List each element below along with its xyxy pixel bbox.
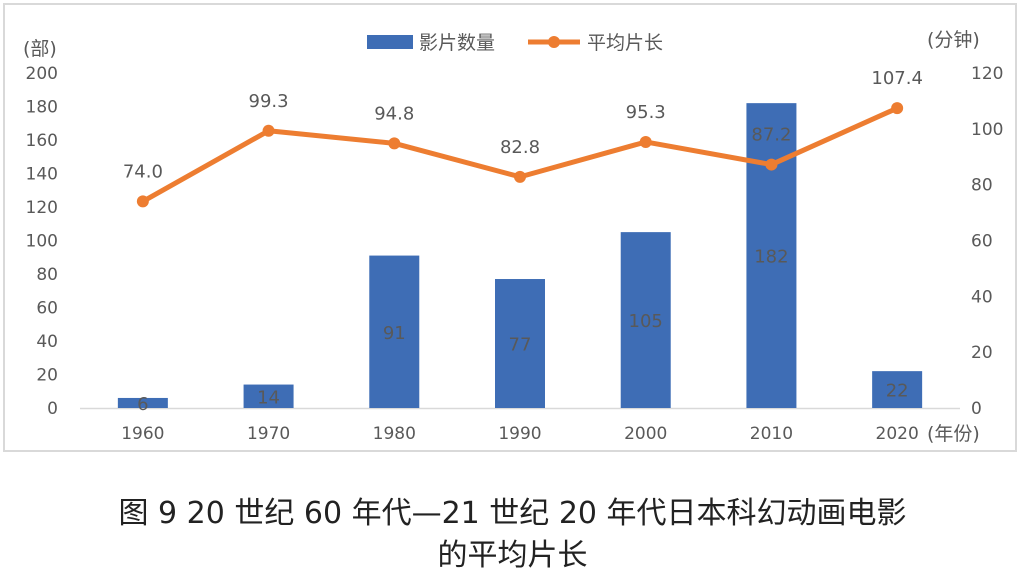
line-point: [136, 195, 149, 208]
legend-label-line: 平均片长: [587, 32, 663, 54]
x-axis-tick-label: 2020: [876, 424, 919, 444]
line-data-label: 95.3: [626, 102, 666, 123]
right-axis-tick-label: 100: [971, 120, 1003, 140]
line-point: [388, 137, 401, 150]
legend-swatch-bar: [367, 35, 413, 49]
line-data-label: 74.0: [123, 161, 163, 182]
right-axis-tick-label: 120: [971, 64, 1003, 84]
left-axis-tick-label: 120: [26, 198, 58, 218]
x-axis-tick-label: 1980: [373, 424, 416, 444]
left-axis-tick-label: 140: [26, 165, 58, 185]
right-axis-tick-label: 20: [971, 343, 993, 363]
bar-data-label: 91: [383, 323, 406, 344]
line-data-label: 99.3: [249, 91, 289, 112]
figure-caption-continued: 的平均片长: [437, 538, 588, 573]
figure-caption: 图 9 20 世纪 60 年代—21 世纪 20 年代日本科幻动画电影: [118, 496, 907, 531]
bar-data-label: 22: [886, 381, 909, 402]
chart-frame: 0 20 40 60 80 100 120 140 160 180 200 0 20 40 60 80 100 1…: [3, 3, 1017, 452]
bar: [620, 232, 671, 408]
left-axis-tick-label: 20: [36, 366, 58, 386]
bar: [872, 371, 923, 408]
left-axis-tick-label: 100: [26, 232, 58, 252]
line-data-label: 94.8: [374, 103, 414, 124]
left-axis-tick-label: 180: [26, 98, 58, 118]
left-axis-tick-label: 60: [36, 299, 58, 319]
right-axis-tick-label: 60: [971, 232, 993, 252]
x-axis-tick-label: 2000: [624, 424, 667, 444]
line-data-label: 107.4: [871, 68, 923, 89]
line-point: [765, 158, 778, 171]
x-axis-tick-label: 1970: [247, 424, 290, 444]
line-data-label: 87.2: [751, 125, 791, 146]
bar: [117, 397, 168, 408]
legend-marker-line: [548, 36, 560, 48]
right-axis-tick-label: 40: [971, 287, 993, 307]
bar-data-label: 14: [257, 387, 280, 408]
line-data-label: 82.8: [500, 137, 540, 158]
bar: [369, 255, 420, 408]
line-point: [514, 170, 526, 183]
bar: [746, 103, 797, 409]
line-point: [262, 124, 275, 137]
right-axis-tick-label: 0: [971, 399, 982, 419]
bar-data-label: 77: [509, 335, 532, 356]
bar: [243, 384, 294, 408]
left-axis-tick-label: 200: [26, 64, 58, 84]
right-axis-unit: (分钟): [927, 29, 980, 51]
bar: [495, 279, 545, 408]
x-axis-tick-label: 2010: [750, 424, 793, 444]
left-axis-tick-label: 160: [26, 131, 58, 151]
x-axis-tick-label: 1960: [121, 424, 164, 444]
line-point: [639, 135, 652, 148]
right-axis-tick-label: 80: [971, 176, 993, 196]
bar-data-label: 182: [754, 247, 788, 268]
left-axis-tick-label: 80: [36, 265, 58, 285]
left-axis-unit: (部): [23, 38, 57, 60]
left-axis-tick-label: 40: [36, 332, 58, 352]
bar-data-label: 105: [629, 311, 663, 332]
x-axis-tick-label: 1990: [498, 424, 541, 444]
chart: 0204060801001201401601802000204060801001…: [23, 29, 1003, 445]
x-axis-unit: (年份): [927, 423, 980, 445]
line-point: [891, 102, 904, 115]
bar-data-label: 6: [137, 394, 148, 415]
legend-label-bar: 影片数量: [419, 32, 495, 54]
left-axis-tick-label: 0: [47, 399, 58, 419]
